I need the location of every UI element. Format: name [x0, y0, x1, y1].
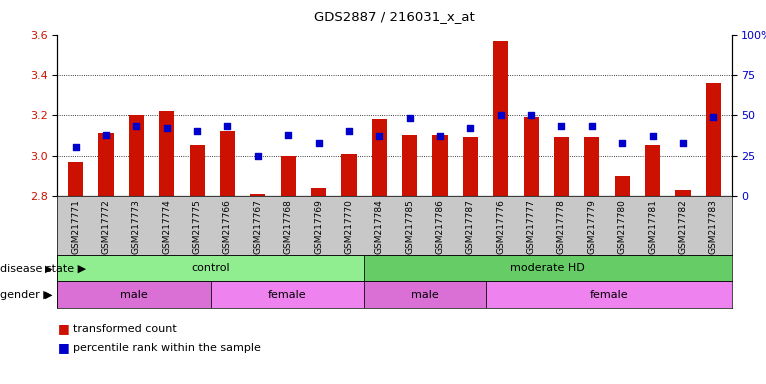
Text: GSM217766: GSM217766 — [223, 199, 232, 254]
Bar — [463, 137, 478, 196]
Point — [616, 139, 628, 146]
Text: moderate HD: moderate HD — [510, 263, 585, 273]
Bar — [311, 188, 326, 196]
Text: GSM217787: GSM217787 — [466, 199, 475, 254]
Bar — [250, 194, 266, 196]
Text: GSM217774: GSM217774 — [162, 199, 172, 253]
Text: GSM217768: GSM217768 — [283, 199, 293, 254]
Text: male: male — [411, 290, 439, 300]
Text: ■: ■ — [57, 341, 69, 354]
Text: GSM217783: GSM217783 — [709, 199, 718, 254]
Point — [313, 139, 325, 146]
Text: female: female — [268, 290, 306, 300]
Point — [100, 131, 112, 137]
Text: GSM217781: GSM217781 — [648, 199, 657, 254]
Text: GSM217785: GSM217785 — [405, 199, 414, 254]
Text: GSM217780: GSM217780 — [617, 199, 627, 254]
Bar — [57, 255, 364, 281]
Text: GSM217776: GSM217776 — [496, 199, 506, 254]
Text: GSM217779: GSM217779 — [588, 199, 597, 254]
Text: GSM217777: GSM217777 — [527, 199, 535, 254]
Bar — [705, 83, 721, 196]
Text: transformed count: transformed count — [73, 324, 176, 334]
Bar — [433, 136, 447, 196]
Bar — [99, 133, 113, 196]
Bar — [342, 154, 356, 196]
Bar — [554, 137, 569, 196]
Text: GSM217771: GSM217771 — [71, 199, 80, 254]
Point — [495, 112, 507, 118]
Point — [647, 133, 659, 139]
Text: GSM217786: GSM217786 — [436, 199, 444, 254]
Point — [252, 152, 264, 159]
Bar — [486, 281, 732, 308]
Point — [130, 123, 142, 129]
Point — [434, 133, 446, 139]
Point — [282, 131, 294, 137]
Point — [191, 128, 203, 134]
Point — [677, 139, 689, 146]
Text: ▶: ▶ — [44, 263, 52, 273]
Bar — [364, 281, 486, 308]
Point — [70, 144, 82, 151]
Text: GSM217770: GSM217770 — [345, 199, 353, 254]
Point — [221, 123, 234, 129]
Bar — [523, 117, 538, 196]
Bar — [220, 131, 235, 196]
Bar — [211, 281, 364, 308]
Bar — [68, 162, 83, 196]
Bar — [129, 115, 144, 196]
Text: GSM217773: GSM217773 — [132, 199, 141, 254]
Text: GSM217767: GSM217767 — [254, 199, 262, 254]
Point — [404, 115, 416, 121]
Bar — [493, 41, 509, 196]
Bar — [364, 255, 732, 281]
Point — [586, 123, 598, 129]
Bar — [584, 137, 600, 196]
Text: female: female — [590, 290, 628, 300]
Text: ■: ■ — [57, 322, 69, 335]
Text: ▶: ▶ — [44, 290, 52, 300]
Text: gender ▶: gender ▶ — [0, 290, 52, 300]
Text: GSM217784: GSM217784 — [375, 199, 384, 253]
Text: control: control — [192, 263, 230, 273]
Text: GDS2887 / 216031_x_at: GDS2887 / 216031_x_at — [314, 10, 475, 23]
Bar — [372, 119, 387, 196]
Bar — [57, 281, 211, 308]
Bar — [280, 156, 296, 196]
Point — [464, 125, 476, 131]
Point — [161, 125, 173, 131]
Bar — [645, 146, 660, 196]
Bar — [402, 136, 417, 196]
Text: disease state ▶: disease state ▶ — [0, 263, 86, 273]
Point — [707, 114, 719, 120]
Bar — [676, 190, 690, 196]
Text: GSM217772: GSM217772 — [102, 199, 110, 253]
Bar — [189, 146, 205, 196]
Text: GSM217769: GSM217769 — [314, 199, 323, 254]
Text: GSM217782: GSM217782 — [679, 199, 687, 253]
Text: GSM217775: GSM217775 — [192, 199, 201, 254]
Text: percentile rank within the sample: percentile rank within the sample — [73, 343, 260, 353]
Point — [525, 112, 537, 118]
Point — [343, 128, 355, 134]
Text: male: male — [120, 290, 148, 300]
Point — [373, 133, 385, 139]
Bar — [159, 111, 175, 196]
Point — [555, 123, 568, 129]
Text: GSM217778: GSM217778 — [557, 199, 566, 254]
Bar — [614, 176, 630, 196]
